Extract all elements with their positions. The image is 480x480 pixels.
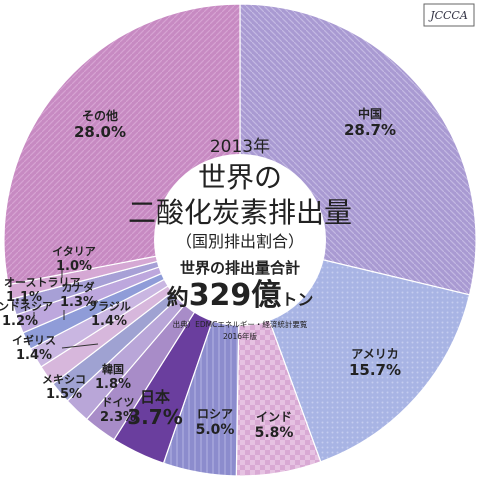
slice-value-1: 28.7% bbox=[344, 121, 396, 139]
slice-value-13: 1.1% bbox=[6, 290, 42, 305]
source-line: 出典）EDMCエネルギー・経済統計要覧 bbox=[173, 319, 308, 329]
center-hole bbox=[154, 154, 326, 326]
slice-value-6: 2.3% bbox=[100, 410, 136, 425]
slice-label-10: ブラジル bbox=[87, 299, 131, 313]
total-prefix: 約 bbox=[167, 285, 189, 311]
slice-value-2: 15.7% bbox=[349, 361, 401, 379]
center-title-line2: 二酸化炭素排出量 bbox=[128, 196, 352, 229]
slice-value-5: 3.7% bbox=[127, 405, 182, 429]
slice-value-3: 5.8% bbox=[255, 425, 294, 441]
slice-label-15: その他 bbox=[82, 108, 118, 123]
slice-label-5: 日本 bbox=[140, 388, 170, 406]
slice-value-4: 5.0% bbox=[196, 422, 235, 438]
logo-box bbox=[423, 3, 475, 27]
total-amount: 約329億トン bbox=[167, 278, 314, 313]
slice-value-11: 1.2% bbox=[2, 314, 38, 329]
slice-label-12: カナダ bbox=[62, 280, 95, 294]
slice-value-14: 1.0% bbox=[56, 259, 92, 274]
slice-value-8: 1.5% bbox=[46, 387, 82, 402]
slice-value-12: 1.3% bbox=[60, 295, 96, 310]
total-label: 世界の排出量合計 bbox=[180, 259, 300, 277]
jccca-logo: JCCCA bbox=[428, 9, 468, 22]
slice-label-9: イギリス bbox=[12, 333, 56, 347]
total-value: 329億 bbox=[189, 278, 282, 313]
center-title-line1: 世界の bbox=[198, 161, 282, 194]
slice-value-10: 1.4% bbox=[91, 314, 127, 329]
slice-label-6: ドイツ bbox=[102, 396, 135, 409]
slice-label-14: イタリア bbox=[52, 245, 96, 258]
slice-label-7: 韓国 bbox=[102, 362, 124, 376]
slice-label-8: メキシコ bbox=[42, 373, 86, 386]
slice-label-11: インドネシア bbox=[0, 300, 53, 313]
edition-line: 2016年版 bbox=[223, 331, 258, 341]
center-subtitle: （国別排出割合） bbox=[176, 232, 304, 251]
center-year: 2013年 bbox=[210, 137, 270, 157]
pointer-line-9 bbox=[61, 343, 99, 349]
slice-label-1: 中国 bbox=[358, 106, 382, 121]
slice-value-15: 28.0% bbox=[74, 123, 126, 141]
slice-label-3: インド bbox=[256, 410, 292, 424]
slice-label-2: アメリカ bbox=[351, 347, 398, 361]
total-unit: トン bbox=[281, 290, 313, 309]
slice-label-13: オーストラリア bbox=[4, 276, 80, 289]
slice-value-7: 1.8% bbox=[95, 377, 131, 392]
slice-value-9: 1.4% bbox=[16, 348, 52, 363]
slice-label-4: ロシア bbox=[197, 407, 233, 421]
